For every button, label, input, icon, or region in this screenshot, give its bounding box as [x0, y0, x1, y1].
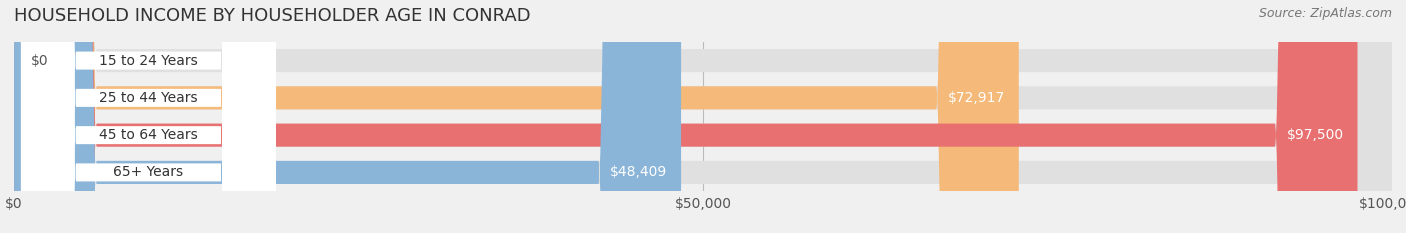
Text: $97,500: $97,500 [1286, 128, 1344, 142]
FancyBboxPatch shape [21, 0, 276, 233]
FancyBboxPatch shape [14, 0, 1392, 233]
Text: $0: $0 [31, 54, 48, 68]
Text: Source: ZipAtlas.com: Source: ZipAtlas.com [1258, 7, 1392, 20]
Text: 15 to 24 Years: 15 to 24 Years [98, 54, 198, 68]
FancyBboxPatch shape [14, 0, 1392, 233]
FancyBboxPatch shape [14, 0, 1358, 233]
Text: $48,409: $48,409 [610, 165, 668, 179]
FancyBboxPatch shape [21, 0, 276, 233]
FancyBboxPatch shape [21, 0, 276, 233]
Text: HOUSEHOLD INCOME BY HOUSEHOLDER AGE IN CONRAD: HOUSEHOLD INCOME BY HOUSEHOLDER AGE IN C… [14, 7, 530, 25]
Text: $72,917: $72,917 [948, 91, 1005, 105]
FancyBboxPatch shape [21, 0, 276, 233]
Text: 45 to 64 Years: 45 to 64 Years [98, 128, 198, 142]
FancyBboxPatch shape [14, 0, 1392, 233]
FancyBboxPatch shape [14, 0, 1019, 233]
FancyBboxPatch shape [14, 0, 681, 233]
FancyBboxPatch shape [14, 0, 1392, 233]
Text: 25 to 44 Years: 25 to 44 Years [98, 91, 198, 105]
Text: 65+ Years: 65+ Years [114, 165, 183, 179]
